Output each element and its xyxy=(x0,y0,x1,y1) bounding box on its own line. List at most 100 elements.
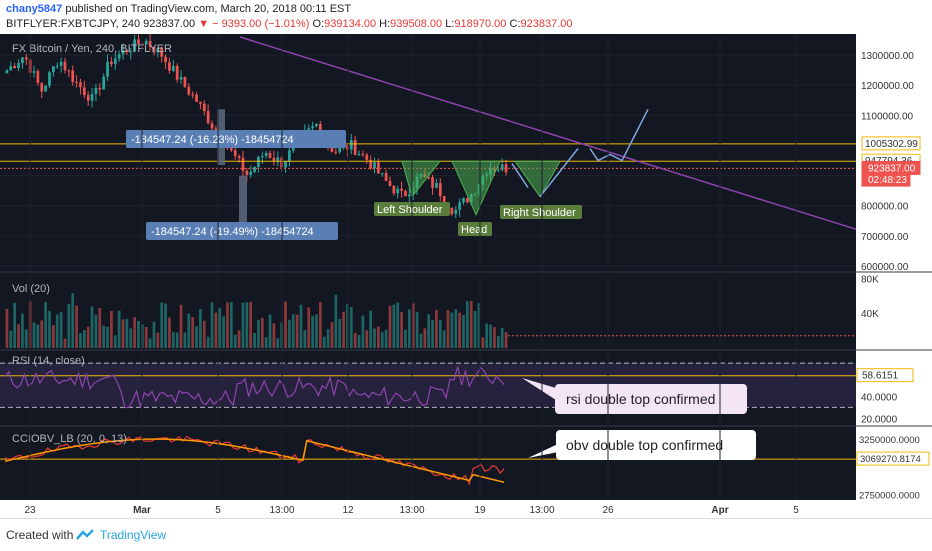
price-change: − 9393.00 (−1.01%) xyxy=(212,18,310,30)
candle-body xyxy=(121,50,125,55)
chart-svg[interactable]: 1300000.001200000.001100000.00900000.008… xyxy=(0,33,932,518)
rsi-pane-title: RSI (14, close) xyxy=(12,355,85,367)
volume-bar xyxy=(171,332,175,348)
pattern-right-shoulder xyxy=(514,160,561,198)
high-value: 939508.00 xyxy=(390,18,443,30)
publish-line: chany5847 published on TradingView.com, … xyxy=(6,3,351,15)
volume-bar xyxy=(392,304,396,348)
volume-bar xyxy=(137,320,140,348)
volume-bar xyxy=(241,302,245,348)
candle-body xyxy=(21,57,24,64)
candle-body xyxy=(13,66,17,69)
volume-bar xyxy=(496,336,500,348)
candle-body xyxy=(32,71,36,73)
volume-bar xyxy=(489,324,492,348)
volume-bar xyxy=(346,303,349,348)
time-tick-label: 26 xyxy=(602,505,614,516)
volume-bar xyxy=(361,315,365,348)
candle-body xyxy=(125,50,129,53)
candle-body xyxy=(110,61,113,65)
volume-bar xyxy=(164,303,167,348)
candle-body xyxy=(377,162,380,174)
candle-body xyxy=(86,95,90,101)
candle-body xyxy=(117,54,121,59)
volume-bar xyxy=(233,334,237,348)
candle-body xyxy=(229,148,233,151)
volume-bar xyxy=(462,315,465,348)
volume-bar xyxy=(106,326,109,348)
candle-body xyxy=(458,202,461,210)
volume-bar xyxy=(17,324,20,348)
candle-body xyxy=(187,86,191,95)
volume-bar xyxy=(446,310,450,348)
close-label: C: xyxy=(509,18,521,30)
volume-bar xyxy=(481,337,485,348)
main-pane-title: FX Bitcoin / Yen, 240, BITFLYER xyxy=(12,43,172,55)
volume-bar xyxy=(260,317,264,348)
time-tick-label: Mar xyxy=(133,505,151,516)
candle-body xyxy=(195,94,198,102)
chart-area[interactable]: 1300000.001200000.001100000.00900000.008… xyxy=(0,33,932,518)
obv-annotation: obv double top confirmed xyxy=(566,437,723,453)
volume-bar xyxy=(40,320,44,348)
candle-body xyxy=(179,77,183,80)
candle-body xyxy=(113,58,117,65)
volume-bar xyxy=(288,319,291,348)
candle-body xyxy=(164,56,167,63)
candle-body xyxy=(346,145,349,150)
volume-bar xyxy=(454,309,458,348)
candle-body xyxy=(365,154,369,160)
measure-label-box xyxy=(146,222,338,240)
volume-bar xyxy=(79,332,82,348)
volume-bar xyxy=(110,310,113,348)
volume-bar xyxy=(175,332,179,348)
rsi-callout-box xyxy=(555,384,747,414)
price-label-box xyxy=(861,136,921,151)
volume-bar xyxy=(13,302,17,348)
rsi-callout-pointer xyxy=(522,378,556,400)
volume-bar xyxy=(117,310,121,348)
candle-body xyxy=(171,66,175,71)
volume-bar xyxy=(63,338,67,348)
candle-body xyxy=(349,140,353,150)
candle-body xyxy=(63,61,67,71)
candle-body xyxy=(67,70,71,72)
volume-bar xyxy=(44,302,47,348)
candle-body xyxy=(272,157,276,161)
volume-bar xyxy=(222,316,225,348)
volume-bar xyxy=(322,336,326,348)
volume-bar xyxy=(183,332,187,348)
candle-body xyxy=(98,87,102,90)
candle-body xyxy=(435,183,438,188)
open-value: 939134.00 xyxy=(324,18,377,30)
candle-body xyxy=(241,157,245,171)
last-price: 923837.00 xyxy=(143,18,196,30)
volume-bar xyxy=(24,329,28,348)
candle-body xyxy=(253,166,256,172)
price-label: 02:48:23 xyxy=(868,175,907,186)
candle-body xyxy=(284,161,287,168)
volume-bar xyxy=(98,307,102,348)
candle-body xyxy=(311,126,314,129)
volume-bar xyxy=(466,301,469,348)
candle-body xyxy=(152,46,156,53)
volume-bar xyxy=(380,332,384,348)
volume-bar xyxy=(450,312,454,348)
candle-body xyxy=(496,169,500,171)
price-label-box xyxy=(861,172,911,187)
volume-bar xyxy=(125,318,129,348)
volume-bar xyxy=(210,302,214,348)
candle-body xyxy=(466,198,469,203)
pattern-left-shoulder xyxy=(401,160,442,198)
tradingview-logo-icon xyxy=(76,529,94,540)
time-tick-label: 23 xyxy=(24,505,36,516)
scale-corner xyxy=(856,500,932,518)
volume-bar xyxy=(202,320,206,348)
volume-bar xyxy=(268,314,272,348)
author-link[interactable]: chany5847 xyxy=(6,3,63,15)
tradingview-brand[interactable]: TradingView xyxy=(100,528,167,542)
candle-body xyxy=(160,48,164,57)
candle-body xyxy=(404,190,407,197)
obv-tick-label: 2750000.0000 xyxy=(859,490,920,501)
volume-bar xyxy=(5,308,9,348)
